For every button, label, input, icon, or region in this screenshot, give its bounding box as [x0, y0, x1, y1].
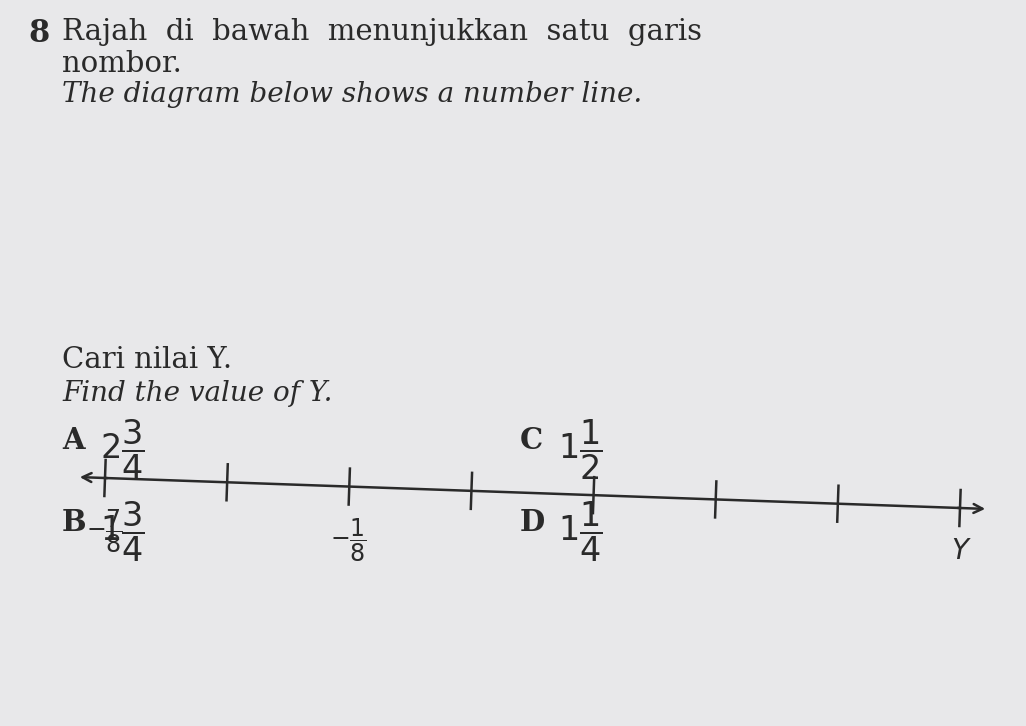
Text: nombor.: nombor. [62, 50, 182, 78]
Text: $1\dfrac{1}{4}$: $1\dfrac{1}{4}$ [558, 500, 602, 564]
Text: $-\dfrac{1}{8}$: $-\dfrac{1}{8}$ [329, 517, 366, 564]
Text: Find the value of Y.: Find the value of Y. [62, 380, 332, 407]
Text: $2\dfrac{3}{4}$: $2\dfrac{3}{4}$ [100, 418, 145, 482]
Text: $Y$: $Y$ [950, 538, 972, 565]
Text: $-\dfrac{7}{8}$: $-\dfrac{7}{8}$ [85, 508, 122, 555]
Text: $1\dfrac{3}{4}$: $1\dfrac{3}{4}$ [100, 500, 145, 564]
Text: Cari nilai Y.: Cari nilai Y. [62, 346, 232, 374]
Text: The diagram below shows a number line.: The diagram below shows a number line. [62, 81, 642, 108]
Text: 8: 8 [28, 18, 49, 49]
Text: B: B [62, 508, 86, 537]
Text: D: D [520, 508, 545, 537]
Text: C: C [520, 426, 543, 455]
Text: $1\dfrac{1}{2}$: $1\dfrac{1}{2}$ [558, 418, 602, 482]
Text: A: A [62, 426, 84, 455]
Text: Rajah  di  bawah  menunjukkan  satu  garis: Rajah di bawah menunjukkan satu garis [62, 18, 702, 46]
